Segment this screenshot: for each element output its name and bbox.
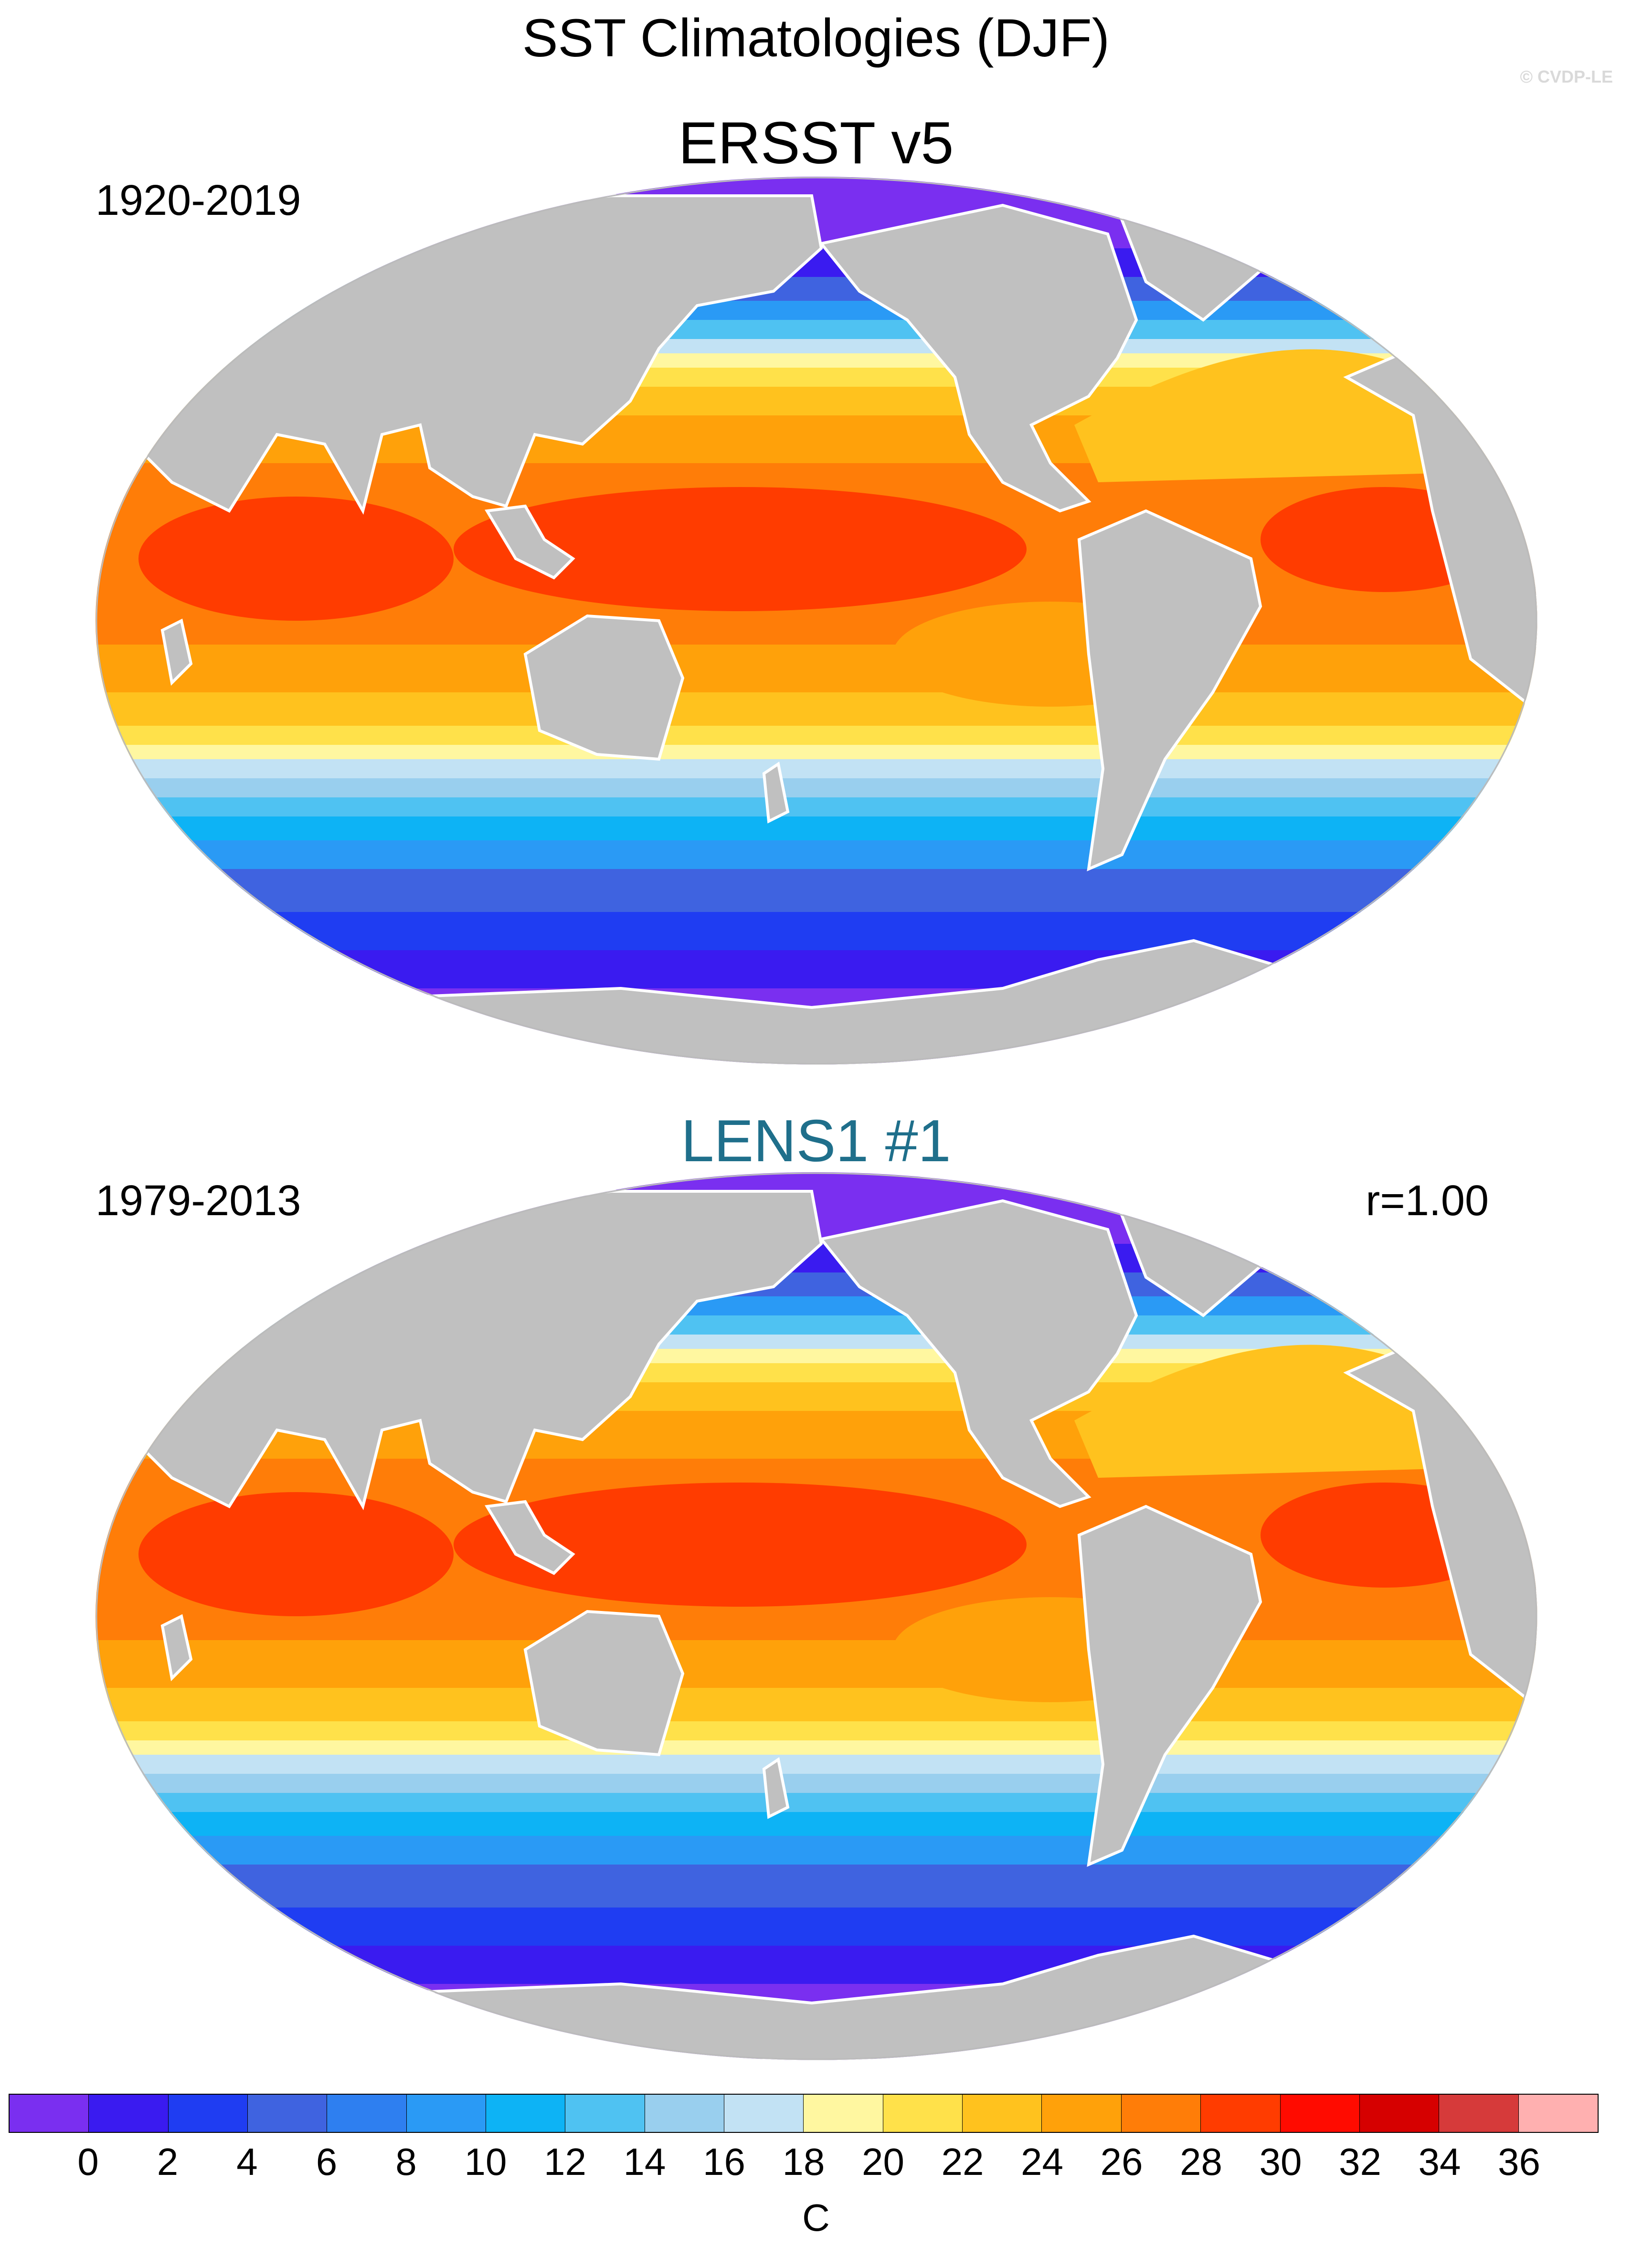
colorbar-swatch xyxy=(1200,2095,1280,2132)
colorbar-tick-label: 8 xyxy=(395,2141,417,2183)
sst-band xyxy=(95,1908,1537,1946)
colorbar-tick-label: 22 xyxy=(941,2141,984,2183)
panel-1-period: 1920-2019 xyxy=(95,177,301,224)
sst-band xyxy=(95,645,1537,693)
sst-band xyxy=(95,1812,1537,1836)
sst-band xyxy=(95,1688,1537,1722)
madagascar-land xyxy=(160,618,193,686)
north-america-land xyxy=(818,1199,1138,1508)
sst-band xyxy=(95,1721,1537,1741)
colorbar-tick-label: 26 xyxy=(1100,2141,1143,2183)
colorbar-swatch xyxy=(88,2095,168,2132)
colorbar-swatch xyxy=(1280,2095,1359,2132)
sst-band xyxy=(95,1793,1537,1812)
sst-band xyxy=(95,745,1537,760)
sst-band xyxy=(95,1640,1537,1688)
colorbar-tick-label: 0 xyxy=(77,2141,99,2183)
australia-land xyxy=(523,614,685,761)
panel-1-title: ERSST v5 xyxy=(678,110,954,176)
sst-band xyxy=(95,778,1537,798)
colorbar-swatch xyxy=(1439,2095,1518,2132)
colorbar-swatch xyxy=(1518,2095,1598,2132)
colorbar-swatch xyxy=(406,2095,486,2132)
colorbar-tick-label: 30 xyxy=(1259,2141,1302,2183)
new-zealand-land xyxy=(762,1757,790,1819)
colorbar-swatch xyxy=(1041,2095,1121,2132)
sst-band xyxy=(95,950,1537,989)
colorbar-tick-label: 20 xyxy=(862,2141,904,2183)
colorbar-swatch xyxy=(1359,2095,1439,2132)
sst-band xyxy=(95,912,1537,951)
panel-2-period: 1979-2013 xyxy=(95,1177,301,1225)
colorbar-tick-label: 32 xyxy=(1339,2141,1381,2183)
colorbar-swatch xyxy=(1121,2095,1201,2132)
sst-band xyxy=(95,816,1537,841)
sst-band xyxy=(95,759,1537,779)
colorbar-swatch xyxy=(882,2095,963,2132)
colorbar-swatch xyxy=(644,2095,724,2132)
europe-land xyxy=(1382,232,1537,336)
madagascar-land xyxy=(160,1614,193,1682)
map-frame xyxy=(95,177,1537,1065)
colorbar-swatch xyxy=(803,2095,883,2132)
colorbar-tick-label: 36 xyxy=(1498,2141,1540,2183)
colorbar-tick-label: 16 xyxy=(703,2141,745,2183)
warm-pool-indian xyxy=(138,1492,454,1616)
credit-label: © CVDP-LE xyxy=(1520,67,1613,86)
europe-land xyxy=(1382,1228,1537,1332)
colorbar-tick-label: 18 xyxy=(782,2141,825,2183)
sst-band xyxy=(95,277,1537,301)
colorbar-swatch xyxy=(486,2095,565,2132)
colorbar-tick-label: 10 xyxy=(464,2141,507,2183)
panel-2-stat: r=1.00 xyxy=(1366,1177,1489,1225)
colorbar xyxy=(9,2094,1599,2133)
colorbar-swatch xyxy=(565,2095,645,2132)
maritime-continent-land xyxy=(485,504,575,580)
map-content xyxy=(95,1172,1537,2060)
sst-band xyxy=(95,1774,1537,1793)
sst-band xyxy=(95,840,1537,869)
colorbar-swatch xyxy=(962,2095,1042,2132)
colorbar-tick-label: 14 xyxy=(623,2141,666,2183)
sst-band xyxy=(95,1865,1537,1908)
new-zealand-land xyxy=(762,762,790,824)
colorbar-swatch xyxy=(168,2095,248,2132)
panel-1-map xyxy=(95,177,1537,1065)
map-frame xyxy=(95,1172,1537,2060)
panel-2-title: LENS1 #1 xyxy=(681,1108,951,1174)
warm-pool-pacific xyxy=(454,487,1027,611)
sst-band xyxy=(95,1755,1537,1774)
sst-band xyxy=(95,797,1537,817)
colorbar-tick-label: 34 xyxy=(1418,2141,1461,2183)
colorbar-tick-label: 4 xyxy=(236,2141,258,2183)
sst-band xyxy=(95,692,1537,726)
colorbar-tick-label: 2 xyxy=(157,2141,179,2183)
colorbar-tick-label: 28 xyxy=(1180,2141,1222,2183)
north-america-land xyxy=(818,203,1138,513)
maritime-continent-land xyxy=(485,1500,575,1575)
sst-band xyxy=(95,1740,1537,1755)
sst-band xyxy=(95,1946,1537,1984)
south-america-land xyxy=(1077,509,1262,871)
sst-band xyxy=(95,1272,1537,1297)
sst-band xyxy=(95,726,1537,745)
south-america-land xyxy=(1077,1505,1262,1867)
australia-land xyxy=(523,1610,685,1757)
sst-band xyxy=(95,869,1537,912)
colorbar-swatch xyxy=(327,2095,406,2132)
colorbar-tick-label: 12 xyxy=(544,2141,586,2183)
figure-title: SST Climatologies (DJF) xyxy=(522,8,1110,68)
colorbar-swatch xyxy=(724,2095,804,2132)
colorbar-units: C xyxy=(802,2196,830,2239)
colorbar-swatch xyxy=(10,2095,89,2132)
warm-pool-pacific xyxy=(454,1483,1027,1607)
colorbar-tick-label: 6 xyxy=(316,2141,338,2183)
colorbar-tick-label: 24 xyxy=(1021,2141,1063,2183)
map-content xyxy=(95,177,1537,1065)
colorbar-swatch xyxy=(247,2095,327,2132)
panel-2-map xyxy=(95,1172,1537,2060)
warm-pool-indian xyxy=(138,497,454,621)
sst-band xyxy=(95,1836,1537,1865)
